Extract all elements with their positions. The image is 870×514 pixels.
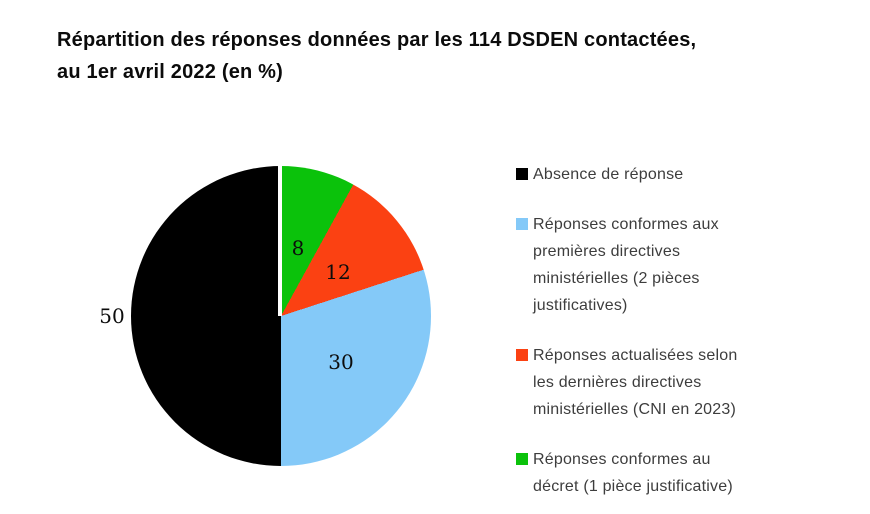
pie-slice-separator <box>278 166 282 316</box>
pie-value-label-blue: 30 <box>328 350 354 374</box>
chart-title: Répartition des réponses données par les… <box>57 24 696 88</box>
pie-value-label-green: 8 <box>291 236 305 260</box>
chart-title-line-1: Répartition des réponses données par les… <box>57 29 697 51</box>
chart-title-line-2: au 1er avril 2022 (en %) <box>57 61 284 83</box>
legend-swatch-red <box>516 349 528 361</box>
legend-swatch-black <box>516 168 528 180</box>
legend-label: Absence de réponse <box>533 166 684 183</box>
legend-swatch-blue <box>516 218 528 230</box>
pie-value-label-red: 12 <box>325 260 351 284</box>
legend-item-conformes-premieres-directives: Réponses conformes aux premières directi… <box>516 211 846 319</box>
legend-label: Réponses conformes au décret (1 pièce ju… <box>533 451 733 495</box>
legend-swatch-green <box>516 453 528 465</box>
legend-item-absence: Absence de réponse <box>516 161 846 188</box>
pie-value-label-black: 50 <box>99 304 125 328</box>
legend-item-actualisees-dernieres-directives: Réponses actualisées selon les dernières… <box>516 342 846 423</box>
legend-label: Réponses conformes aux premières directi… <box>533 216 719 314</box>
legend-item-conformes-decret: Réponses conformes au décret (1 pièce ju… <box>516 446 846 500</box>
legend: Absence de réponse Réponses conformes au… <box>516 161 846 514</box>
legend-label: Réponses actualisées selon les dernières… <box>533 347 738 418</box>
